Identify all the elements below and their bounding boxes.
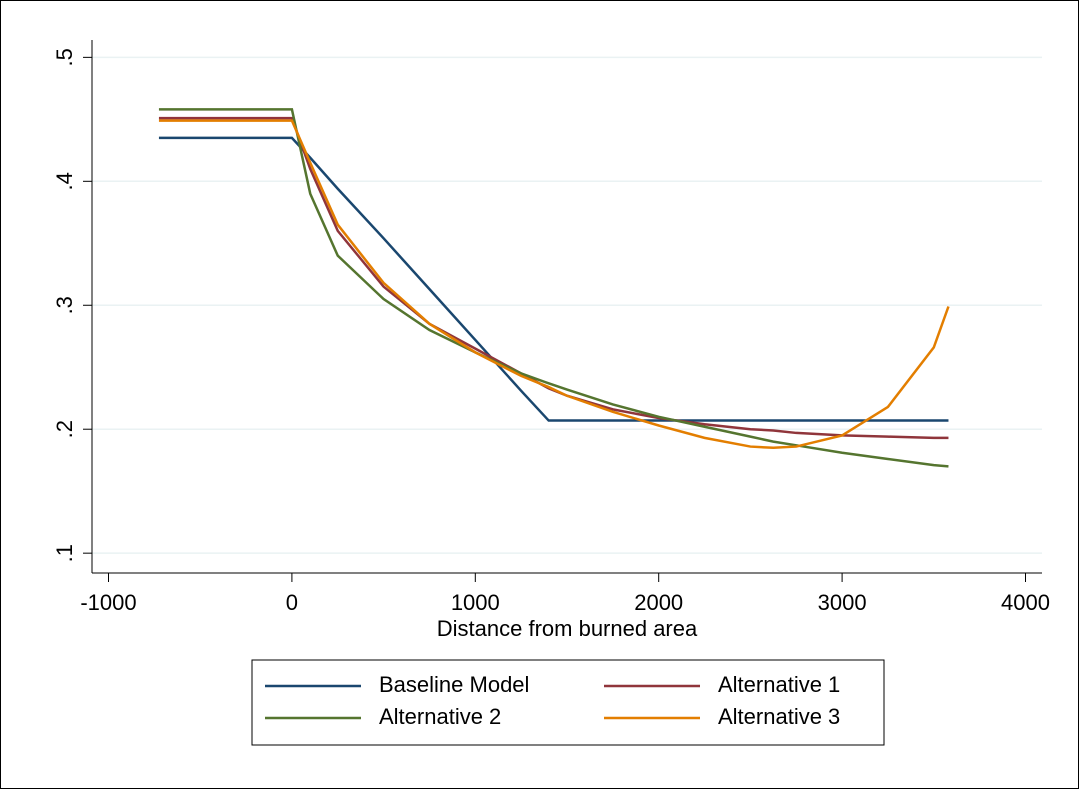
legend-label: Baseline Model bbox=[379, 672, 529, 697]
y-tick-label: .5 bbox=[52, 48, 77, 66]
x-tick-label: 2000 bbox=[634, 590, 683, 615]
series-line bbox=[158, 119, 950, 450]
legend-label: Alternative 1 bbox=[718, 672, 840, 697]
y-tick-label: .1 bbox=[52, 544, 77, 562]
x-tick-label: -1000 bbox=[80, 590, 136, 615]
x-axis-title: Distance from burned area bbox=[437, 616, 698, 641]
legend-label: Alternative 2 bbox=[379, 704, 501, 729]
series-line bbox=[158, 108, 949, 468]
series-line bbox=[158, 136, 949, 422]
legend-box bbox=[251, 659, 885, 746]
x-tick-label: 3000 bbox=[818, 590, 867, 615]
legend-label: Alternative 3 bbox=[718, 704, 840, 729]
x-tick-label: 4000 bbox=[1001, 590, 1050, 615]
x-tick-label: 1000 bbox=[451, 590, 500, 615]
y-tick-label: .2 bbox=[52, 420, 77, 438]
x-tick-label: 0 bbox=[286, 590, 298, 615]
y-tick-label: .4 bbox=[52, 172, 77, 190]
y-tick-label: .3 bbox=[52, 296, 77, 314]
